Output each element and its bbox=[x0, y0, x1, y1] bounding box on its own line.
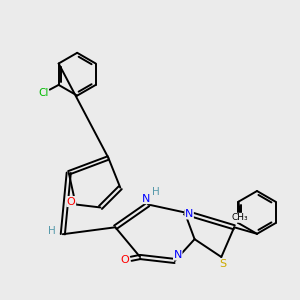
Text: O: O bbox=[120, 255, 129, 265]
Text: N: N bbox=[174, 250, 182, 260]
Text: N: N bbox=[142, 194, 151, 203]
Text: S: S bbox=[219, 259, 226, 269]
Text: H: H bbox=[152, 187, 159, 197]
Text: CH₃: CH₃ bbox=[232, 213, 248, 222]
Text: N: N bbox=[185, 209, 193, 219]
Text: O: O bbox=[67, 196, 76, 206]
Text: H: H bbox=[48, 226, 56, 236]
Text: Cl: Cl bbox=[38, 88, 48, 98]
